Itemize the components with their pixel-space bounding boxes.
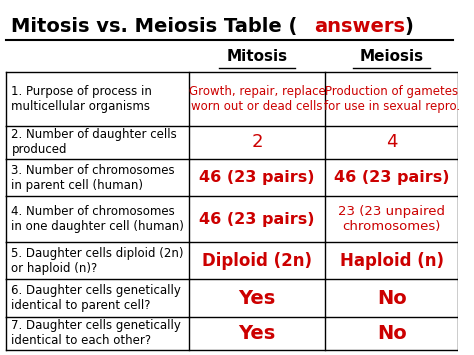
- Text: answers: answers: [314, 17, 405, 36]
- Text: 46 (23 pairs): 46 (23 pairs): [199, 170, 315, 185]
- Text: 5. Daughter cells diploid (2n)
or haploid (n)?: 5. Daughter cells diploid (2n) or haploi…: [11, 247, 184, 275]
- Text: 46 (23 pairs): 46 (23 pairs): [334, 170, 449, 185]
- Text: Yes: Yes: [238, 324, 275, 343]
- Text: 4: 4: [386, 133, 397, 152]
- Text: 23 (23 unpaired
chromosomes): 23 (23 unpaired chromosomes): [338, 205, 445, 233]
- Text: No: No: [377, 324, 407, 343]
- Text: No: No: [377, 289, 407, 308]
- Text: Mitosis: Mitosis: [227, 49, 288, 64]
- Text: 3. Number of chromosomes
in parent cell (human): 3. Number of chromosomes in parent cell …: [11, 164, 175, 192]
- Text: Diploid (2n): Diploid (2n): [202, 252, 312, 270]
- Text: 2: 2: [251, 133, 263, 152]
- Text: Meiosis: Meiosis: [360, 49, 424, 64]
- Text: 7. Daughter cells genetically
identical to each other?: 7. Daughter cells genetically identical …: [11, 320, 182, 348]
- Text: ): ): [404, 17, 413, 36]
- Text: Haploid (n): Haploid (n): [340, 252, 444, 270]
- Text: 4. Number of chromosomes
in one daughter cell (human): 4. Number of chromosomes in one daughter…: [11, 205, 184, 233]
- Text: 46 (23 pairs): 46 (23 pairs): [199, 212, 315, 227]
- Text: Production of gametes
for use in sexual repro.: Production of gametes for use in sexual …: [324, 85, 460, 113]
- Text: Growth, repair, replace
worn out or dead cells: Growth, repair, replace worn out or dead…: [189, 85, 325, 113]
- Text: 1. Purpose of process in
multicellular organisms: 1. Purpose of process in multicellular o…: [11, 85, 152, 113]
- Text: Yes: Yes: [238, 289, 275, 308]
- Text: 6. Daughter cells genetically
identical to parent cell?: 6. Daughter cells genetically identical …: [11, 284, 182, 312]
- Text: 2. Number of daughter cells
produced: 2. Number of daughter cells produced: [11, 129, 177, 157]
- Text: Mitosis vs. Meiosis Table (: Mitosis vs. Meiosis Table (: [10, 17, 297, 36]
